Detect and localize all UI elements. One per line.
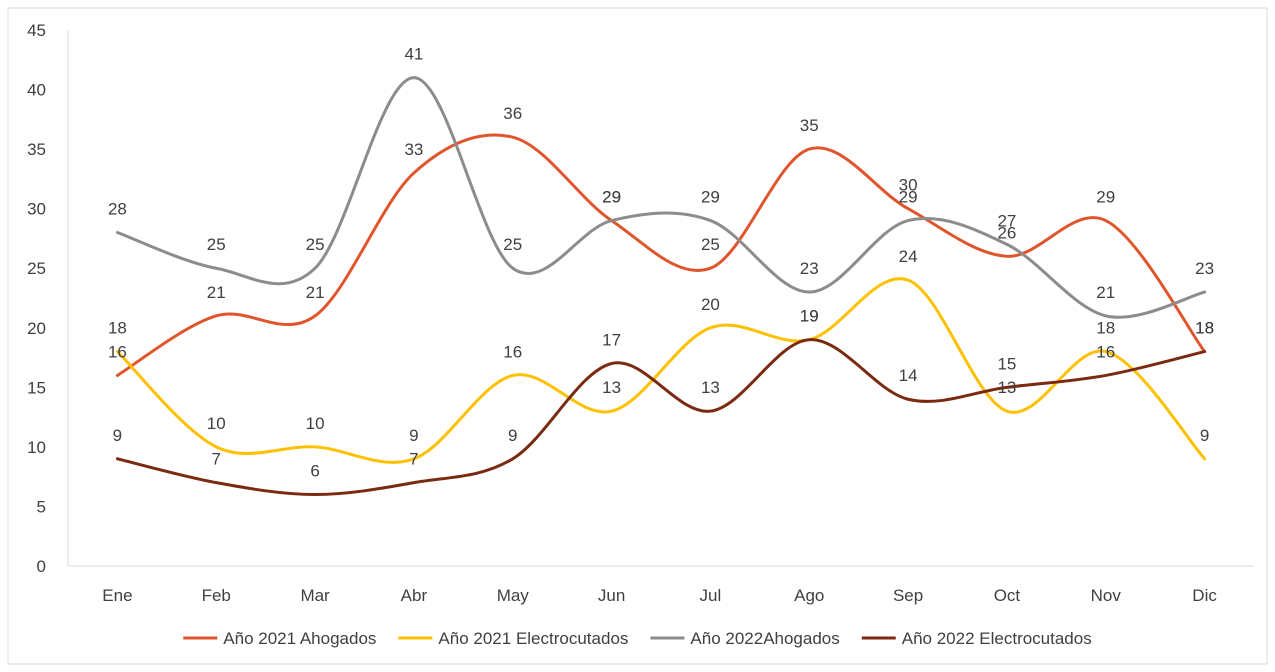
data-label: 25 [306, 235, 325, 254]
data-label: 16 [1096, 342, 1115, 361]
data-label: 21 [207, 283, 226, 302]
x-tick-label: Sep [893, 586, 923, 605]
data-label: 35 [800, 116, 819, 135]
y-tick-label: 35 [27, 140, 46, 159]
data-label: 17 [602, 331, 621, 350]
data-label: 36 [503, 104, 522, 123]
series-line-3 [115, 76, 1207, 319]
data-label: 6 [310, 462, 319, 481]
legend-label: Año 2022Ahogados [690, 629, 839, 648]
data-label: 20 [701, 295, 720, 314]
x-tick-label: Oct [994, 586, 1021, 605]
data-label: 33 [404, 140, 423, 159]
legend-item-1: Año 2021 Ahogados [183, 629, 376, 648]
data-labels: 16 21 21 33 36 29 25 35 30 26 29 18 18 10 10 9 16 13 20 19 2… [108, 45, 1214, 481]
legend-label: Año 2021 Ahogados [223, 629, 376, 648]
data-label: 18 [1195, 319, 1214, 338]
x-tick-label: Jul [700, 586, 722, 605]
x-tick-label: Feb [202, 586, 231, 605]
data-label: 16 [503, 342, 522, 361]
x-tick-label: Mar [300, 586, 330, 605]
x-tick-label: Ago [794, 586, 824, 605]
data-label: 9 [409, 426, 418, 445]
data-label: 41 [404, 45, 423, 64]
x-tick-label: Nov [1091, 586, 1122, 605]
data-label: 29 [602, 188, 621, 207]
data-label: 13 [701, 378, 720, 397]
data-label: 9 [1200, 426, 1209, 445]
legend-item-3: Año 2022Ahogados [650, 629, 840, 648]
data-label: 9 [113, 426, 122, 445]
data-label: 27 [997, 211, 1016, 230]
data-label: 16 [108, 342, 127, 361]
y-tick-label: 10 [27, 438, 46, 457]
legend-label: Año 2021 Electrocutados [438, 629, 628, 648]
data-label: 25 [207, 235, 226, 254]
data-label: 7 [409, 450, 418, 469]
legend-item-2: Año 2021 Electrocutados [398, 629, 628, 648]
data-label: 18 [1195, 319, 1214, 338]
legend-label: Año 2022 Electrocutados [902, 629, 1092, 648]
y-tick-label: 25 [27, 259, 46, 278]
data-label: 29 [701, 188, 720, 207]
data-label: 24 [899, 247, 918, 266]
data-label: 19 [800, 307, 819, 326]
data-label: 29 [899, 188, 918, 207]
data-label: 10 [207, 414, 226, 433]
data-label: 21 [1096, 283, 1115, 302]
y-tick-label: 5 [37, 497, 46, 516]
axes: 0 5 10 15 20 25 30 35 40 45 Ene Feb Mar Abr May Jun Jul A… [27, 21, 1254, 605]
data-label: 21 [306, 283, 325, 302]
series-line-4 [115, 338, 1207, 497]
x-tick-label: May [497, 586, 530, 605]
x-tick-label: Abr [401, 586, 428, 605]
data-label: 9 [508, 426, 517, 445]
chart-border [7, 7, 1268, 665]
x-tick-label: Jun [598, 586, 625, 605]
x-tick-label: Ene [102, 586, 132, 605]
y-tick-label: 0 [37, 557, 46, 576]
data-label: 18 [1096, 319, 1115, 338]
data-label: 30 [899, 176, 918, 195]
data-label: 7 [212, 450, 221, 469]
data-label: 23 [1195, 259, 1214, 278]
series-lines [115, 76, 1207, 497]
data-label: 28 [108, 199, 127, 218]
series-line-1 [115, 133, 1207, 377]
data-label: 26 [997, 223, 1016, 242]
y-tick-label: 15 [27, 378, 46, 397]
data-label: 23 [800, 259, 819, 278]
data-label: 29 [602, 188, 621, 207]
data-label: 15 [997, 354, 1016, 373]
legend-item-4: Año 2022 Electrocutados [861, 629, 1092, 648]
x-tick-label: Dic [1192, 586, 1217, 605]
data-label: 25 [503, 235, 522, 254]
y-tick-label: 45 [27, 21, 46, 40]
data-label: 18 [108, 319, 127, 338]
data-label: 25 [701, 235, 720, 254]
y-tick-label: 40 [27, 81, 46, 100]
data-label: 19 [800, 307, 819, 326]
y-tick-label: 30 [27, 200, 46, 219]
data-label: 13 [997, 378, 1016, 397]
data-label: 14 [899, 366, 918, 385]
data-label: 13 [602, 378, 621, 397]
data-label: 29 [1096, 188, 1115, 207]
data-label: 10 [306, 414, 325, 433]
y-tick-label: 20 [27, 319, 46, 338]
legend: Año 2021 Ahogados Año 2021 Electrocutados… [183, 629, 1092, 648]
series-line-2 [115, 277, 1207, 464]
